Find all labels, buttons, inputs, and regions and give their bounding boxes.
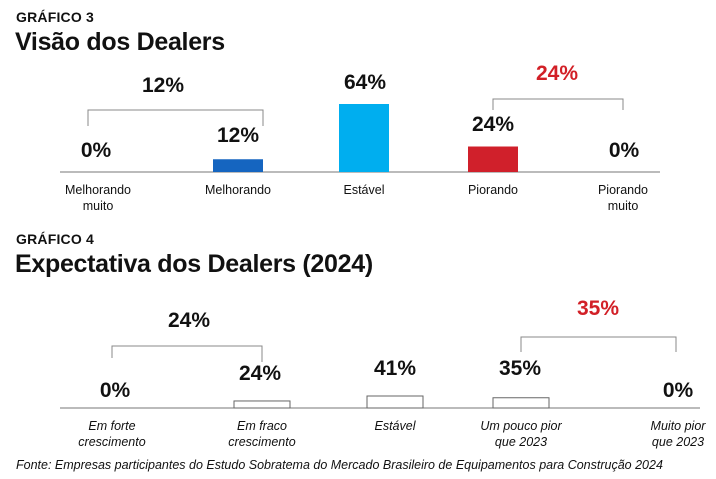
chart3-plot bbox=[60, 98, 660, 173]
chart3-title: Visão dos Dealers bbox=[15, 28, 225, 56]
chart4-bracket-left-label: 24% bbox=[167, 309, 211, 332]
chart4-kicker: GRÁFICO 4 bbox=[16, 231, 95, 247]
chart4-bracket-right-label: 35% bbox=[576, 297, 620, 320]
chart3-bracket-right bbox=[492, 98, 624, 110]
chart4-value-label-1: 24% bbox=[238, 362, 282, 385]
chart4-category-2: Estável bbox=[374, 419, 416, 433]
chart4-value-label-4: 0% bbox=[662, 379, 694, 402]
chart4-bracket-left bbox=[111, 345, 263, 362]
chart3-category-2: Estável bbox=[343, 183, 385, 197]
chart3-value-label-4: 0% bbox=[608, 139, 640, 162]
chart4-bar-3 bbox=[492, 397, 550, 409]
chart3-category-0: Melhorando muito bbox=[64, 183, 131, 213]
chart4-value-label-2: 41% bbox=[373, 357, 417, 380]
chart3-category-1: Melhorando bbox=[204, 183, 271, 197]
chart3-value-label-0: 0% bbox=[80, 139, 112, 162]
chart4-category-4: Muito pior que 2023 bbox=[650, 419, 706, 449]
chart3-bracket-right-label: 24% bbox=[535, 62, 579, 85]
chart3-bar-1 bbox=[213, 159, 263, 172]
chart4-category-1: Em fraco crescimento bbox=[228, 419, 296, 449]
source-footnote: Fonte: Empresas participantes do Estudo … bbox=[16, 458, 663, 472]
chart3-bar-2 bbox=[339, 104, 389, 172]
chart3-value-label-1: 12% bbox=[216, 124, 260, 147]
chart4-category-0: Em forte crescimento bbox=[78, 419, 146, 449]
chart3-category-4: Piorando muito bbox=[597, 183, 649, 213]
chart4-plot bbox=[60, 336, 700, 409]
chart3-bracket-left-label: 12% bbox=[141, 74, 185, 97]
chart3-kicker: GRÁFICO 3 bbox=[16, 9, 95, 25]
chart4-title: Expectativa dos Dealers (2024) bbox=[15, 250, 373, 278]
chart4-bracket-right bbox=[520, 336, 677, 352]
chart3-bar-3 bbox=[468, 146, 518, 172]
chart3-value-label-2: 64% bbox=[343, 71, 387, 94]
chart3-bracket-left bbox=[87, 109, 264, 126]
chart4-bar-1 bbox=[233, 400, 291, 409]
chart4-value-label-3: 35% bbox=[498, 357, 542, 380]
chart3-category-3: Piorando bbox=[467, 183, 519, 197]
chart4-bar-2 bbox=[366, 395, 424, 409]
chart4-value-label-0: 0% bbox=[99, 379, 131, 402]
chart4-category-3: Um pouco pior que 2023 bbox=[480, 419, 562, 449]
chart3-value-label-3: 24% bbox=[471, 113, 515, 136]
